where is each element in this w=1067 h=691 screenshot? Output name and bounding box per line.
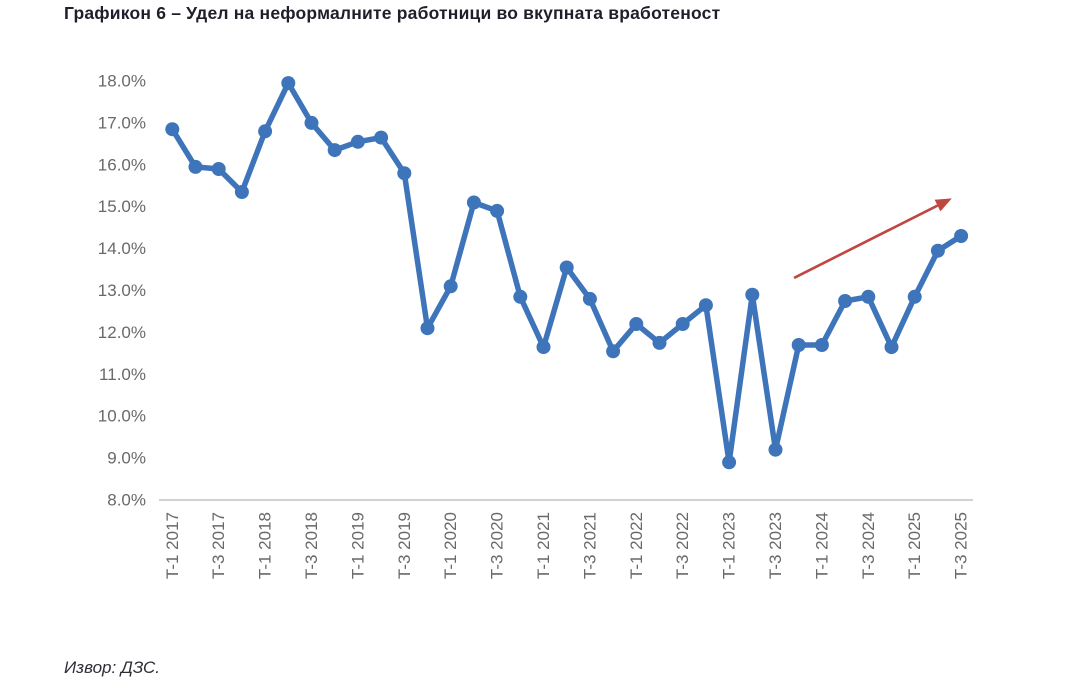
data-point-marker [861, 289, 876, 304]
data-point-marker [165, 122, 180, 137]
x-axis-tick-label: T-3 2020 [488, 512, 507, 579]
y-axis-tick-label: 18.0% [98, 72, 146, 91]
data-point-marker [513, 289, 528, 304]
data-point-marker [490, 203, 505, 218]
data-point-marker [814, 338, 829, 352]
data-point-marker [397, 166, 412, 181]
data-point-marker [211, 162, 226, 176]
x-axis-tick-label: T-1 2017 [163, 512, 182, 579]
y-axis-tick-label: 16.0% [98, 155, 146, 174]
data-point-marker [930, 243, 945, 258]
y-axis-tick-label: 12.0% [98, 323, 146, 342]
data-point-marker [629, 317, 644, 331]
chart-title: Графикон 6 – Удел на неформалните работн… [64, 3, 721, 23]
y-axis-tick-label: 10.0% [98, 407, 146, 426]
trend-arrow-head-icon [934, 198, 952, 212]
y-axis-tick-label: 14.0% [98, 239, 146, 258]
data-point-marker [420, 321, 435, 336]
source-note: Извор: ДЗС. [64, 658, 160, 677]
x-axis-tick-label: T-1 2022 [627, 512, 646, 579]
x-axis-tick-label: T-3 2022 [673, 512, 692, 579]
data-point-marker [698, 298, 713, 313]
data-point-marker [443, 279, 458, 294]
x-axis-tick-label: T-3 2025 [952, 512, 971, 579]
data-point-marker [745, 287, 760, 302]
x-axis-tick-label: T-1 2023 [720, 512, 739, 579]
data-point-marker [536, 340, 551, 355]
data-point-marker [188, 159, 203, 174]
data-point-marker [675, 317, 690, 331]
y-axis-tick-label: 17.0% [98, 113, 146, 132]
data-point-marker [606, 344, 621, 359]
data-point-marker [304, 115, 319, 130]
y-axis-tick-label: 11.0% [99, 365, 146, 384]
x-axis-tick-label: T-3 2019 [395, 512, 414, 579]
x-axis-tick-label: T-3 2021 [580, 512, 599, 579]
data-point-marker [652, 335, 667, 350]
x-axis-tick-label: T-3 2023 [766, 512, 785, 579]
data-point-marker [350, 134, 365, 149]
y-axis-tick-label: 9.0% [107, 449, 146, 468]
data-point-marker [258, 124, 273, 139]
x-axis-tick-label: T-3 2018 [302, 512, 321, 579]
data-point-marker [954, 229, 969, 243]
y-axis-tick-label: 13.0% [98, 281, 146, 300]
data-point-marker [559, 260, 574, 275]
y-axis-tick-label: 8.0% [107, 491, 146, 510]
data-point-marker [722, 455, 737, 470]
data-point-marker [466, 195, 481, 210]
data-point-marker [768, 442, 783, 457]
data-point-marker [838, 294, 853, 308]
data-point-marker [582, 291, 597, 306]
x-axis-tick-label: T-3 2024 [859, 512, 878, 579]
data-point-marker [907, 289, 922, 304]
data-point-marker [374, 130, 389, 145]
x-axis-tick-label: T-1 2025 [905, 512, 924, 579]
trend-arrow-shaft [793, 204, 939, 280]
data-point-marker [234, 185, 249, 199]
x-axis-tick-label: T-1 2021 [534, 512, 553, 579]
data-point-marker [791, 338, 806, 352]
x-axis-tick-label: T-1 2024 [812, 512, 831, 579]
x-axis-tick-label: T-1 2019 [348, 512, 367, 579]
x-axis-tick-label: T-1 2018 [256, 512, 275, 579]
data-point-marker [281, 76, 296, 91]
data-point-marker [327, 143, 342, 158]
x-axis-tick-label: T-1 2020 [441, 512, 460, 579]
y-axis-tick-label: 15.0% [98, 197, 146, 216]
x-axis-tick-label: T-3 2017 [209, 512, 228, 579]
data-point-marker [884, 340, 899, 355]
